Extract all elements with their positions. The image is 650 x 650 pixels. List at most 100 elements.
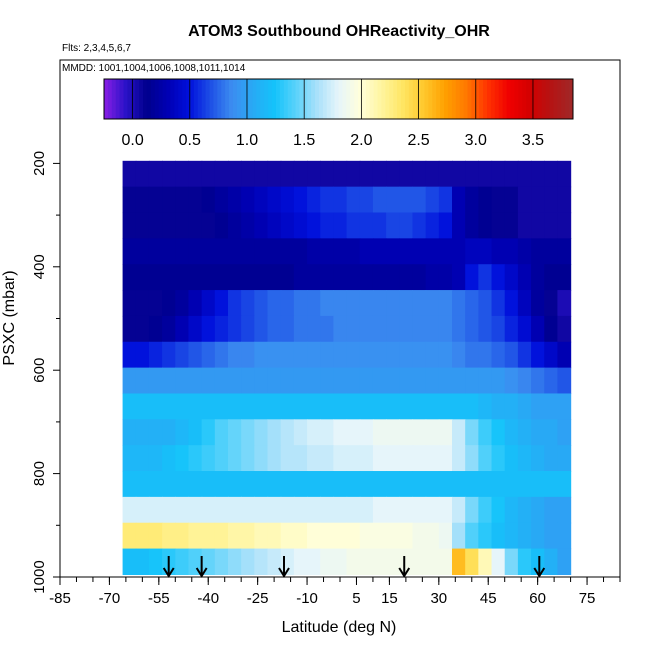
heatmap-cell [359, 290, 374, 317]
heatmap-cell [372, 548, 387, 576]
heatmap-cell [386, 393, 400, 420]
heatmap-cell [517, 522, 532, 550]
heatmap-cell [135, 238, 150, 265]
heatmap-cell [333, 496, 348, 524]
heatmap-cell [504, 445, 519, 472]
heatmap-cell [333, 419, 348, 446]
heatmap-cell [478, 471, 493, 498]
heatmap-cell [425, 522, 440, 550]
x-tick-label: 30 [430, 590, 447, 607]
heatmap-cell [557, 393, 572, 420]
heatmap-cell [425, 264, 440, 291]
heatmap-cell [228, 367, 242, 395]
colorbar-frame [103, 78, 574, 120]
heatmap-cell [293, 315, 308, 343]
heatmap-cell [241, 367, 255, 395]
heatmap-cell [465, 367, 479, 395]
heatmap-cell [425, 341, 440, 369]
colorbar-swatch [205, 79, 211, 119]
colorbar-tick-label: 1.0 [236, 132, 258, 149]
colorbar-swatch [193, 79, 199, 119]
heatmap-cell [214, 315, 229, 343]
heatmap-cell [544, 471, 559, 498]
heatmap-cell [399, 315, 414, 343]
x-tick-label: 45 [480, 590, 497, 607]
heatmap-cell [425, 445, 440, 472]
heatmap-cell [254, 419, 269, 446]
colorbar-swatch [361, 79, 367, 119]
heatmap-cell [359, 496, 374, 524]
heatmap-cell [544, 290, 559, 317]
heatmap-cell [254, 445, 269, 472]
colorbar-swatch [338, 79, 343, 119]
heatmap-cell [280, 212, 295, 239]
heatmap-cell [386, 160, 400, 188]
heatmap-cell [254, 160, 269, 188]
y-axis-label: PSXC (mbar) [1, 270, 18, 365]
heatmap-cell [346, 212, 361, 239]
colorbar-swatch [279, 79, 285, 119]
heatmap-cell [214, 419, 229, 446]
heatmap-cell [307, 445, 321, 472]
heatmap-cell [148, 315, 163, 343]
heatmap-cell [517, 160, 532, 188]
heatmap-cell [333, 548, 348, 576]
heatmap-cell [386, 264, 400, 291]
colorbar-swatch [135, 79, 140, 119]
colorbar-swatch [526, 79, 531, 119]
heatmap-cell [214, 548, 229, 576]
heatmap-cell [359, 393, 374, 420]
heatmap-cell [412, 419, 427, 446]
colorbar-swatch [143, 79, 148, 119]
heatmap-cell [557, 341, 572, 369]
heatmap-cell [491, 315, 506, 343]
heatmap-cell [504, 160, 519, 188]
colorbar-swatch [330, 79, 336, 119]
heatmap-cell [425, 238, 440, 265]
colorbar-swatch [537, 79, 543, 119]
heatmap-cell [320, 445, 335, 472]
heatmap-cell [162, 522, 176, 550]
heatmap-cell [412, 315, 427, 343]
heatmap-cell [175, 160, 190, 188]
heatmap-cell [465, 186, 479, 214]
heatmap-cell [228, 471, 242, 498]
heatmap-cell [280, 496, 295, 524]
heatmap-cell [148, 341, 163, 369]
colorbar-swatch [475, 79, 480, 119]
heatmap-cell [293, 186, 308, 214]
heatmap-cell [307, 496, 321, 524]
heatmap-cell [333, 264, 348, 291]
heatmap-cell [228, 548, 242, 576]
heatmap-cell [280, 238, 295, 265]
colorbar-swatch [510, 79, 515, 119]
heatmap-cell [214, 264, 229, 291]
colorbar-swatch [463, 79, 468, 119]
heatmap-cell [280, 341, 295, 369]
colorbar-swatch [131, 79, 136, 119]
heatmap-cell [135, 393, 150, 420]
heatmap-cell [254, 264, 269, 291]
heatmap-cell [452, 264, 466, 291]
heatmap-cell [517, 419, 532, 446]
heatmap-cell [491, 522, 506, 550]
heatmap-cell [241, 186, 255, 214]
colorbar-swatch [373, 79, 379, 119]
heatmap-cell [175, 212, 190, 239]
heatmap-cell [438, 186, 453, 214]
colorbar-swatch [549, 79, 554, 119]
heatmap-cell [491, 341, 506, 369]
heatmap-cell [148, 212, 163, 239]
heatmap-cell [122, 548, 137, 576]
heatmap-cell [214, 212, 229, 239]
heatmap-cell [425, 186, 440, 214]
heatmap-cell [557, 160, 572, 188]
heatmap-cell [372, 238, 387, 265]
heatmap-cell [346, 160, 361, 188]
colorbar-swatch [502, 79, 508, 119]
heatmap-cell [307, 522, 321, 550]
heatmap-cell [162, 341, 176, 369]
heatmap-cell [175, 445, 190, 472]
heatmap-cell [267, 548, 282, 576]
heatmap-cell [346, 264, 361, 291]
